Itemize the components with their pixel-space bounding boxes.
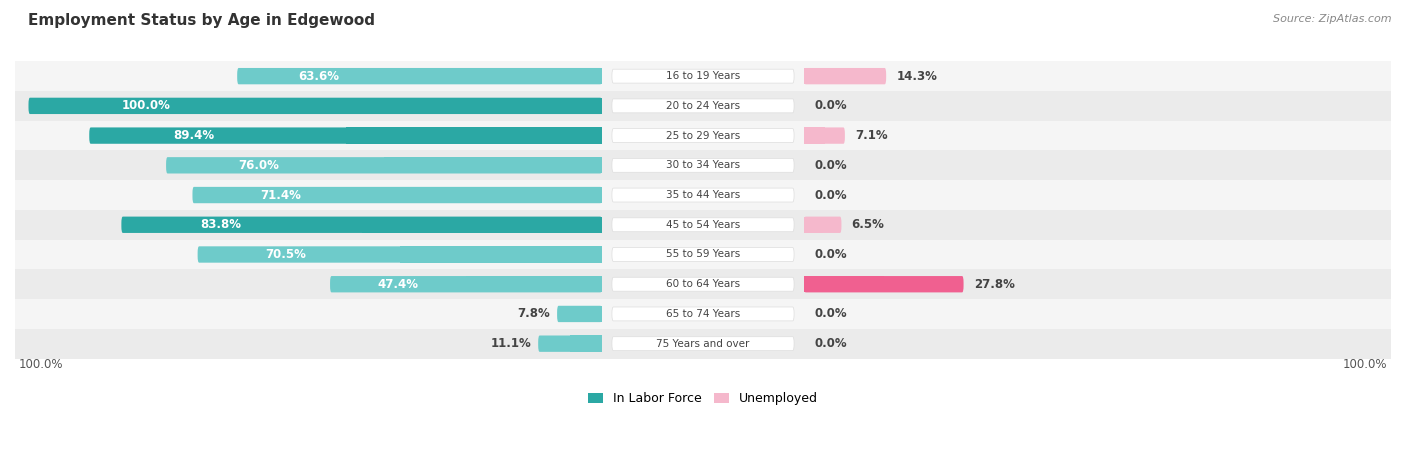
- Text: 0.0%: 0.0%: [814, 99, 846, 112]
- FancyBboxPatch shape: [612, 307, 794, 321]
- Bar: [15, 299, 1391, 329]
- FancyBboxPatch shape: [612, 277, 794, 291]
- Text: 16 to 19 Years: 16 to 19 Years: [666, 71, 740, 81]
- Text: 30 to 34 Years: 30 to 34 Years: [666, 160, 740, 170]
- Bar: [399, 246, 602, 263]
- Bar: [15, 270, 1391, 299]
- FancyBboxPatch shape: [330, 276, 602, 293]
- FancyBboxPatch shape: [612, 188, 794, 202]
- Text: 7.8%: 7.8%: [517, 307, 550, 320]
- Bar: [15, 210, 1391, 240]
- FancyBboxPatch shape: [612, 218, 794, 232]
- FancyBboxPatch shape: [28, 98, 602, 114]
- FancyBboxPatch shape: [612, 99, 794, 113]
- FancyBboxPatch shape: [89, 127, 602, 144]
- FancyBboxPatch shape: [238, 68, 602, 84]
- Bar: [15, 329, 1391, 359]
- FancyBboxPatch shape: [804, 68, 886, 84]
- Text: 89.4%: 89.4%: [173, 129, 214, 142]
- Text: 47.4%: 47.4%: [378, 278, 419, 291]
- FancyBboxPatch shape: [198, 246, 602, 263]
- Bar: [15, 61, 1391, 91]
- Bar: [15, 150, 1391, 180]
- FancyBboxPatch shape: [612, 337, 794, 351]
- Text: 65 to 74 Years: 65 to 74 Years: [666, 309, 740, 319]
- Text: 25 to 29 Years: 25 to 29 Years: [666, 130, 740, 140]
- Bar: [384, 157, 602, 174]
- FancyBboxPatch shape: [538, 336, 602, 352]
- Bar: [579, 306, 602, 322]
- Text: 0.0%: 0.0%: [814, 248, 846, 261]
- Text: 0.0%: 0.0%: [814, 189, 846, 202]
- Text: 76.0%: 76.0%: [238, 159, 278, 172]
- Bar: [804, 276, 884, 293]
- FancyBboxPatch shape: [612, 129, 794, 143]
- FancyBboxPatch shape: [612, 158, 794, 172]
- Text: 100.0%: 100.0%: [18, 358, 63, 371]
- Text: 0.0%: 0.0%: [814, 337, 846, 350]
- Text: 83.8%: 83.8%: [200, 218, 242, 231]
- Bar: [396, 187, 602, 203]
- Bar: [15, 240, 1391, 270]
- Text: 70.5%: 70.5%: [264, 248, 307, 261]
- Text: Employment Status by Age in Edgewood: Employment Status by Age in Edgewood: [28, 14, 375, 28]
- FancyBboxPatch shape: [121, 216, 602, 233]
- Text: 20 to 24 Years: 20 to 24 Years: [666, 101, 740, 111]
- FancyBboxPatch shape: [193, 187, 602, 203]
- Bar: [346, 127, 602, 144]
- Bar: [804, 68, 845, 84]
- Text: 0.0%: 0.0%: [814, 307, 846, 320]
- FancyBboxPatch shape: [804, 216, 841, 233]
- Text: 75 Years and over: 75 Years and over: [657, 339, 749, 349]
- Bar: [15, 91, 1391, 121]
- Text: 35 to 44 Years: 35 to 44 Years: [666, 190, 740, 200]
- FancyBboxPatch shape: [612, 69, 794, 83]
- Text: 7.1%: 7.1%: [855, 129, 887, 142]
- Bar: [569, 336, 602, 352]
- Bar: [15, 180, 1391, 210]
- Bar: [315, 98, 602, 114]
- Text: 71.4%: 71.4%: [260, 189, 301, 202]
- FancyBboxPatch shape: [166, 157, 602, 174]
- Text: 6.5%: 6.5%: [852, 218, 884, 231]
- Legend: In Labor Force, Unemployed: In Labor Force, Unemployed: [583, 387, 823, 410]
- Bar: [804, 216, 823, 233]
- FancyBboxPatch shape: [612, 248, 794, 261]
- Text: Source: ZipAtlas.com: Source: ZipAtlas.com: [1274, 14, 1392, 23]
- Text: 60 to 64 Years: 60 to 64 Years: [666, 279, 740, 289]
- Text: 45 to 54 Years: 45 to 54 Years: [666, 220, 740, 230]
- Text: 100.0%: 100.0%: [1343, 358, 1388, 371]
- Text: 0.0%: 0.0%: [814, 159, 846, 172]
- Bar: [465, 276, 602, 293]
- Bar: [804, 127, 824, 144]
- Text: 11.1%: 11.1%: [491, 337, 531, 350]
- Text: 27.8%: 27.8%: [974, 278, 1015, 291]
- Bar: [419, 68, 602, 84]
- Text: 63.6%: 63.6%: [298, 70, 340, 83]
- Text: 55 to 59 Years: 55 to 59 Years: [666, 249, 740, 260]
- FancyBboxPatch shape: [804, 276, 963, 293]
- FancyBboxPatch shape: [557, 306, 602, 322]
- FancyBboxPatch shape: [804, 127, 845, 144]
- Text: 14.3%: 14.3%: [896, 70, 938, 83]
- Bar: [361, 216, 602, 233]
- Text: 100.0%: 100.0%: [121, 99, 170, 112]
- Bar: [15, 121, 1391, 150]
